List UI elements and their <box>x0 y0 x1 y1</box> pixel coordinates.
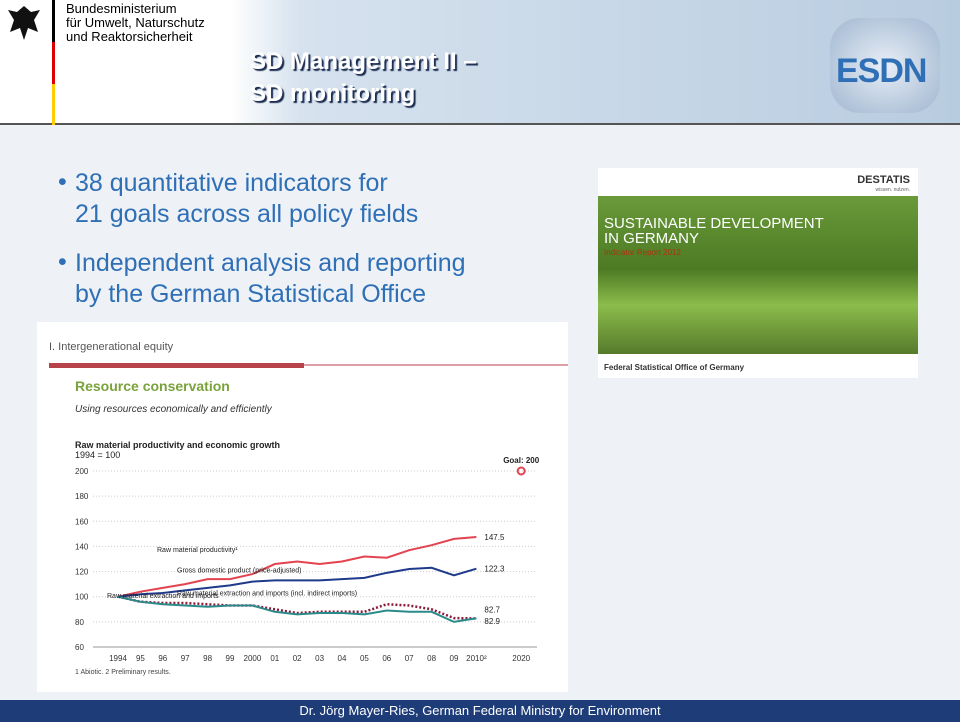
x-tick-label: 97 <box>181 654 190 663</box>
x-tick-label: 05 <box>360 654 369 663</box>
x-tick-label: 07 <box>405 654 414 663</box>
flag-gold <box>52 84 55 125</box>
data-label: 82.7 <box>484 605 500 614</box>
series-label: Gross domestic product (price-adjusted) <box>177 567 302 574</box>
bullet-line: Independent analysis and reporting <box>75 248 466 279</box>
data-label: 82.9 <box>484 617 500 626</box>
x-tick-label: 02 <box>293 654 302 663</box>
x-tick-label: 96 <box>158 654 167 663</box>
slide: Bundesministerium für Umwelt, Naturschut… <box>0 0 960 722</box>
slide-title: SD Management II – <box>250 48 477 76</box>
y-tick-label: 120 <box>75 568 89 577</box>
y-tick-label: 180 <box>75 492 89 501</box>
cover-subtitle: Indicator Report 2012 <box>604 248 681 257</box>
x-tick-label: 06 <box>382 654 391 663</box>
series-label: Raw material extraction and imports <box>107 593 219 600</box>
flag-red <box>52 42 55 84</box>
ministry-line: Bundesministerium <box>66 2 177 15</box>
x-tick-label: 2000 <box>244 654 262 663</box>
x-tick-label: 08 <box>427 654 436 663</box>
bullet-line: 38 quantitative indicators for <box>75 168 418 199</box>
chart-section: I. Intergenerational equity <box>49 341 174 353</box>
x-tick-label: 98 <box>203 654 212 663</box>
y-tick-label: 200 <box>75 467 89 476</box>
x-tick-label: 95 <box>136 654 145 663</box>
eagle-logo <box>4 2 44 42</box>
x-tick-label: 99 <box>226 654 235 663</box>
series-line <box>118 597 476 622</box>
cover-title-line: SUSTAINABLE DEVELOPMENT <box>604 216 824 231</box>
ministry-line: für Umwelt, Naturschutz <box>66 16 205 29</box>
bullet-line: by the German Statistical Office <box>75 279 466 310</box>
y-tick-label: 100 <box>75 593 89 602</box>
ministry-line: und Reaktorsicherheit <box>66 30 192 43</box>
x-tick-label: 01 <box>270 654 279 663</box>
esdn-logo: ESDN <box>836 52 926 91</box>
y-tick-label: 80 <box>75 618 84 627</box>
x-tick-label: 04 <box>338 654 347 663</box>
section-bar <box>49 363 304 368</box>
cover-publisher: Federal Statistical Office of Germany <box>604 363 744 372</box>
chart-subtitle: 1994 = 100 <box>75 450 120 460</box>
report-cover: DESTATIS wissen. nutzen. SUSTAINABLE DEV… <box>598 168 918 378</box>
slide-title: SD monitoring <box>250 80 415 108</box>
bullet-line: 21 goals across all policy fields <box>75 199 418 230</box>
x-tick-label: 09 <box>450 654 459 663</box>
x-tick-label: 2010² <box>466 654 487 663</box>
goal-marker <box>518 468 525 475</box>
x-tick-label: 03 <box>315 654 324 663</box>
cover-brand: DESTATIS <box>857 174 910 186</box>
cover-tagline: wissen. nutzen. <box>876 187 910 193</box>
x-tick-label: 2020 <box>512 654 530 663</box>
bullet-dot: • <box>58 248 67 277</box>
y-tick-label: 160 <box>75 517 89 526</box>
x-tick-label: 1994 <box>109 654 127 663</box>
data-label: 122.3 <box>484 565 505 574</box>
y-tick-label: 140 <box>75 542 89 551</box>
cover-title-line: IN GERMANY <box>604 231 824 246</box>
y-tick-label: 60 <box>75 643 84 652</box>
chart-title: Raw material productivity and economic g… <box>75 440 280 450</box>
bullet-dot: • <box>58 168 67 197</box>
chart-footnote: 1 Abiotic. 2 Preliminary results. <box>75 669 171 676</box>
chart-heading: Resource conservation <box>75 378 230 394</box>
goal-label: Goal: 200 <box>503 456 540 465</box>
chart: I. Intergenerational equity Resource con… <box>37 322 568 692</box>
chart-subheading: Using resources economically and efficie… <box>75 404 273 415</box>
flag-black <box>52 0 55 42</box>
footer: Dr. Jörg Mayer-Ries, German Federal Mini… <box>0 700 960 722</box>
series-label: Raw material productivity¹ <box>157 547 238 554</box>
data-label: 147.5 <box>484 533 505 542</box>
